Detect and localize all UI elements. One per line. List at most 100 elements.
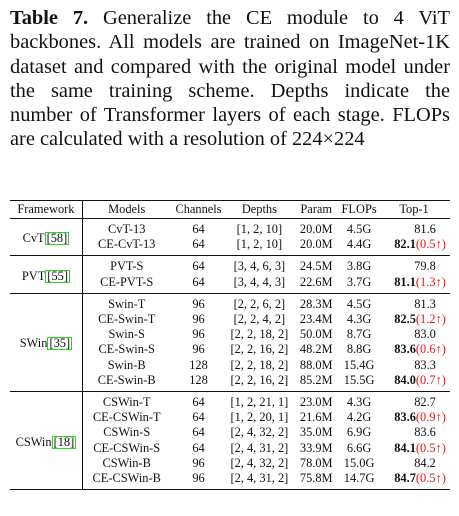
table-group-cswin: CSWin [18] CSWin-T 64 [1, 2, 21, 1] 23.0M 4.3G… [10,391,450,490]
flops-cell: 14.7G [343,471,375,486]
top1-cell: 81.6 [378,219,450,238]
top1-value: 83.0 [414,327,436,342]
channels-cell: 96 [192,455,205,470]
citation-number: 35 [53,336,66,351]
top1-improvement: (1.2↑) [415,312,446,327]
depths-cell: [3, 4, 6, 3] [233,259,286,274]
top1-value: 83.6 [394,342,416,357]
header-row: Framework Models Channels Depths Param F… [10,200,450,219]
table-row: CE-CvT-13 64 [1, 2, 10] 20.0M 4.4G 82.1(0.5↑) [10,237,450,256]
param-cell: 50.0M [299,327,333,342]
model-cell: CE-CSWin-T [92,410,161,425]
param-cell: 22.6M [299,274,333,289]
framework-name: SWin [19,336,48,351]
framework-cell: CvT [58] [10,218,83,256]
table-row: CE-PVT-S 64 [3, 4, 4, 3] 22.6M 3.7G 81.1(1.3↑… [10,275,450,294]
param-cell: 23.0M [299,395,333,410]
framework-name: PVT [21,268,46,283]
table-row: CE-Swin-T 96 [2, 2, 4, 2] 23.4M 4.3G 82.5(1.2… [10,312,450,327]
depths-cell: [2, 4, 31, 2] [230,471,289,486]
param-cell: 24.5M [299,259,333,274]
param-cell: 28.3M [299,296,333,311]
table-row: CvT [58] CvT-13 64 [1, 2, 10] 20.0M 4.5G 81.6 [10,218,450,256]
framework-name: CSWin [15,434,52,449]
top1-improvement: (0.9↑) [415,410,446,425]
top1-value: 84.0 [394,372,416,387]
model-cell: CvT-13 [108,222,146,236]
channels-cell: 96 [192,471,205,486]
citation-link[interactable]: [55] [45,268,70,283]
top1-cell: 83.6 [378,425,450,440]
depths-cell: [2, 2, 18, 2] [230,357,289,372]
top1-cell: 83.6(0.6↑) [378,342,450,357]
table-row: CE-Swin-S 96 [2, 2, 16, 2] 48.2M 8.8G 83.6(0.… [10,342,450,357]
channels-cell: 64 [192,237,205,252]
depths-cell: [1, 2, 10] [236,237,283,252]
param-cell: 33.9M [299,440,333,455]
top1-cell: 81.1(1.3↑) [378,275,450,294]
model-cell: CE-Swin-T [98,312,156,327]
param-cell: 78.0M [299,455,333,470]
depths-cell: [2, 2, 18, 2] [230,327,289,342]
table-row: Swin-B 128 [2, 2, 18, 2] 88.0M 15.4G 83.3 [10,358,450,373]
header-depths: Depths [241,202,277,216]
top1-improvement: (1.3↑) [415,274,446,289]
channels-cell: 64 [192,395,205,410]
top1-value: 83.6 [414,425,436,440]
top1-improvement: (0.6↑) [415,342,446,357]
top1-cell: 84.0(0.7↑) [378,373,450,392]
flops-cell: 15.5G [343,372,375,387]
header-top1: Top-1 [399,202,429,216]
model-cell: CE-CSWin-B [92,471,161,486]
channels-cell: 64 [192,259,205,274]
channels-cell: 96 [192,296,205,311]
flops-cell: 8.8G [346,342,372,357]
model-cell: Swin-T [108,296,146,311]
framework-cell: SWin [35] [10,293,83,392]
table-header: Framework Models Channels Depths Param F… [10,200,450,219]
table-row: CE-Swin-B 128 [2, 2, 16, 2] 85.2M 15.5G 84.0(… [10,373,450,392]
table-row: CSWin-S 64 [2, 4, 32, 2] 35.0M 6.9G 83.6 [10,425,450,440]
depths-cell: [1, 2, 10] [236,222,283,236]
table-row: CE-CSWin-T 64 [1, 2, 20, 1] 21.6M 4.2G 83.6(0… [10,410,450,425]
top1-cell: 82.7 [378,392,450,411]
top1-improvement: (0.5↑) [415,471,446,486]
top1-cell: 83.3 [378,358,450,373]
header-models: Models [108,202,146,216]
framework-cell: PVT [55] [10,255,83,294]
top1-value: 82.5 [394,312,416,327]
flops-cell: 15.4G [343,357,375,372]
flops-cell: 4.5G [346,296,372,311]
channels-cell: 64 [192,425,205,440]
param-cell: 23.4M [299,312,333,327]
citation-link[interactable]: [58] [44,231,70,246]
depths-cell: [2, 2, 16, 2] [230,372,289,387]
param-cell: 35.0M [299,425,333,440]
depths-cell: [2, 2, 4, 2] [233,312,286,327]
flops-cell: 4.3G [346,312,372,327]
table-row: CSWin-B 96 [2, 4, 32, 2] 78.0M 15.0G 84.2 [10,456,450,471]
model-cell: CE-Swin-B [97,372,156,387]
table-group-pvt: PVT [55] PVT-S 64 [3, 4, 6, 3] 24.5M 3.8G 79.8 C… [10,255,450,294]
table-row: SWin [35] Swin-T 96 [2, 2, 6, 2] 28.3M 4.5G 81.… [10,293,450,392]
caption-text: Generalize the CE module to 4 ViT backbo… [10,7,450,151]
channels-cell: 64 [192,222,205,236]
header-channels: Channels [175,202,222,216]
framework-name: CvT [22,231,45,246]
depths-cell: [1, 2, 21, 1] [230,395,289,410]
top1-cell: 83.0 [378,327,450,342]
model-cell: CSWin-S [103,425,151,440]
top1-value: 83.3 [414,357,436,372]
citation-link[interactable]: [35] [47,336,73,351]
flops-cell: 6.6G [346,440,372,455]
model-cell: Swin-S [108,327,145,342]
top1-value: 81.1 [394,274,416,289]
top1-value: 81.6 [414,222,436,236]
top1-improvement: (0.5↑) [415,440,446,455]
model-cell: CE-Swin-S [98,342,155,357]
param-cell: 85.2M [299,372,333,387]
table-group-swin: SWin [35] Swin-T 96 [2, 2, 6, 2] 28.3M 4.5G 81.… [10,293,450,392]
citation-link[interactable]: [18] [51,434,77,449]
top1-cell: 83.6(0.9↑) [378,410,450,425]
